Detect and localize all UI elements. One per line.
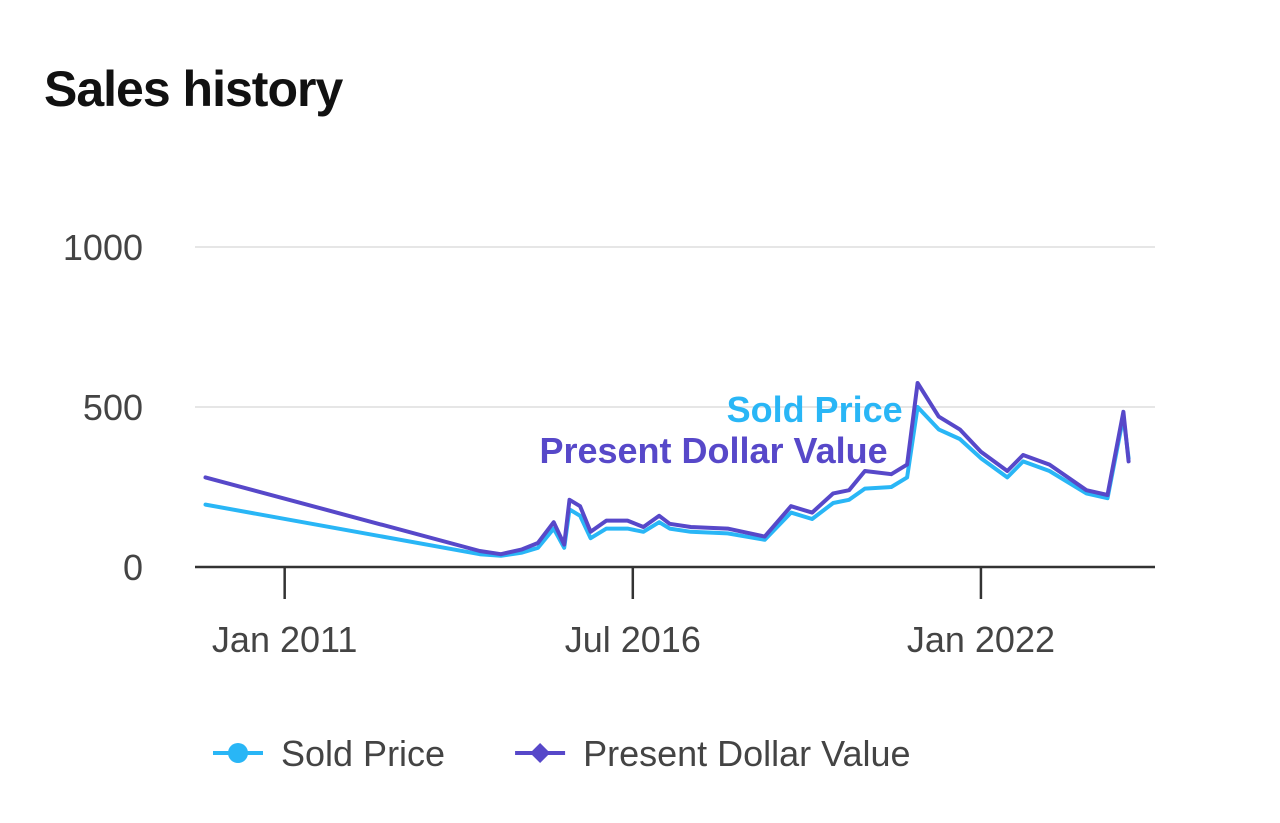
series-label-1: Present Dollar Value bbox=[539, 430, 887, 471]
y-tick-label: 500 bbox=[83, 387, 143, 428]
y-tick-label: 1000 bbox=[63, 227, 143, 268]
legend-item-1[interactable]: Present Dollar Value bbox=[515, 733, 911, 774]
axes: 0 500 1000 Jan 2011 Jul 2016 Jan 2022 bbox=[63, 227, 1155, 660]
circle-marker-icon bbox=[228, 743, 248, 763]
legend-label: Sold Price bbox=[281, 733, 445, 774]
x-tick-label: Jan 2011 bbox=[212, 619, 357, 660]
y-tick-label: 0 bbox=[123, 547, 143, 588]
page-title: Sales history bbox=[44, 61, 343, 117]
series-line-1 bbox=[203, 381, 1131, 557]
gridlines bbox=[195, 246, 1155, 408]
series-lines bbox=[203, 381, 1131, 558]
legend-label: Present Dollar Value bbox=[583, 733, 911, 774]
legend[interactable]: Sold Price Present Dollar Value bbox=[213, 733, 911, 774]
legend-item-0[interactable]: Sold Price bbox=[213, 733, 445, 774]
series-label-0: Sold Price bbox=[727, 389, 903, 430]
diamond-marker-icon bbox=[530, 743, 551, 763]
x-tick-label: Jul 2016 bbox=[565, 619, 701, 660]
x-tick-label: Jan 2022 bbox=[907, 619, 1055, 660]
